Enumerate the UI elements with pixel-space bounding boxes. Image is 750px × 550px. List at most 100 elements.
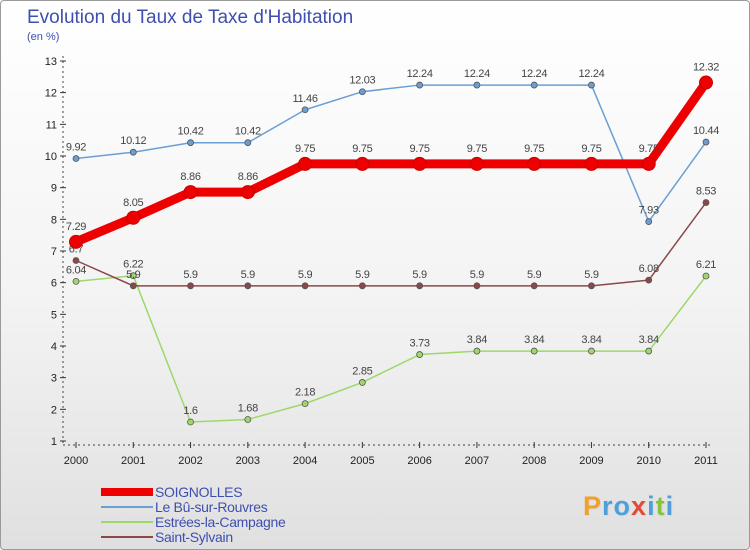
data-label: 6.7 — [69, 244, 84, 256]
data-point — [530, 347, 538, 355]
x-tick-label: 2003 — [236, 455, 260, 467]
data-point — [584, 156, 599, 171]
data-label: 9.75 — [639, 143, 659, 155]
data-label: 3.84 — [524, 334, 544, 346]
data-label: 5.9 — [183, 269, 198, 281]
data-point — [129, 148, 137, 156]
data-label: 5.9 — [470, 269, 485, 281]
y-tick-label: 2 — [51, 404, 57, 416]
data-point — [301, 282, 309, 290]
y-tick-label: 13 — [45, 56, 57, 68]
data-point — [473, 81, 481, 89]
data-point — [183, 185, 198, 200]
data-point — [72, 257, 80, 264]
data-label: 2.85 — [352, 365, 372, 377]
data-label: 7.93 — [639, 205, 659, 217]
data-point — [126, 210, 141, 225]
data-label: 12.24 — [464, 68, 490, 80]
data-label: 2.18 — [295, 387, 315, 399]
data-point — [244, 282, 252, 290]
data-point — [641, 156, 656, 171]
series-line — [75, 201, 707, 287]
data-point — [416, 282, 424, 290]
legend-swatch — [101, 536, 153, 538]
data-point — [588, 81, 595, 89]
data-point — [699, 75, 713, 90]
data-point — [244, 416, 252, 423]
logo-letter: P — [583, 491, 603, 521]
data-label: 12.24 — [407, 68, 433, 80]
data-label: 12.32 — [693, 62, 719, 74]
y-tick-label: 4 — [51, 341, 57, 353]
data-label: 10.42 — [235, 126, 261, 138]
data-point — [527, 156, 542, 171]
data-label: 10.12 — [120, 135, 146, 147]
legend-label: Estrées-la-Campagne — [155, 514, 286, 530]
legend-swatch — [101, 506, 153, 508]
series-line — [75, 84, 707, 223]
legend-label: Saint-Sylvain — [155, 529, 233, 545]
data-label: 5.9 — [241, 269, 256, 281]
x-tick-label: 2004 — [293, 455, 317, 467]
data-labels-layer: 9.92 10.12 10.42 10.42 11.46 12.03 12.24 12.24 1… — [66, 62, 720, 417]
data-label: 9.75 — [467, 143, 487, 155]
proxiti-logo: Proxiti — [583, 491, 674, 522]
data-label: 3.84 — [467, 334, 487, 346]
data-label: 5.9 — [584, 269, 599, 281]
data-point — [187, 418, 194, 426]
data-point — [473, 282, 481, 290]
data-point — [588, 347, 595, 355]
y-tick-label: 10 — [45, 151, 57, 163]
data-label: 9.75 — [524, 143, 544, 155]
x-tick-label: 2009 — [579, 455, 603, 467]
data-point — [244, 139, 252, 147]
data-point — [301, 106, 309, 114]
series-le-b-sur-rouvres — [72, 81, 710, 225]
data-label: 8.86 — [238, 171, 258, 183]
y-tick-label: 8 — [51, 214, 57, 226]
data-point — [187, 139, 194, 147]
data-point — [187, 282, 194, 290]
x-tick-label: 2000 — [64, 455, 88, 467]
data-label: 8.53 — [696, 186, 716, 198]
data-label: 6.04 — [66, 264, 86, 276]
series-estr-es-la-campagne — [72, 272, 710, 426]
y-tick-label: 11 — [46, 119, 57, 131]
x-tick-label: 2011 — [694, 455, 718, 467]
data-point — [412, 156, 427, 171]
data-point — [473, 347, 481, 355]
data-label: 12.24 — [578, 68, 604, 80]
x-tick-label: 2006 — [407, 455, 431, 467]
x-tick-label: 2005 — [350, 455, 374, 467]
x-tick-label: 2008 — [522, 455, 546, 467]
series-soignolles — [69, 75, 713, 249]
y-tick-label: 7 — [51, 246, 57, 258]
data-point — [72, 155, 80, 162]
data-point — [358, 88, 366, 96]
data-label: 7.29 — [66, 221, 86, 233]
data-label: 9.92 — [66, 142, 86, 154]
data-point — [298, 156, 313, 171]
data-point — [645, 218, 653, 225]
x-tick-label: 2002 — [178, 455, 202, 467]
series-layer — [69, 75, 713, 426]
data-label: 1.6 — [183, 405, 198, 417]
x-tick-label: 2001 — [121, 455, 145, 467]
data-point — [702, 138, 710, 146]
data-label: 5.9 — [126, 269, 141, 281]
data-point — [240, 185, 255, 200]
data-label: 6.08 — [639, 263, 659, 275]
series-saint-sylvain — [72, 199, 710, 290]
data-label: 10.44 — [693, 125, 719, 137]
chart-title: Evolution du Taux de Taxe d'Habitation — [27, 7, 354, 28]
data-label: 9.75 — [581, 143, 601, 155]
data-point — [530, 282, 538, 290]
data-point — [588, 282, 595, 290]
data-point — [469, 156, 484, 171]
data-label: 3.84 — [581, 334, 601, 346]
data-label: 6.21 — [696, 259, 716, 271]
data-label: 8.05 — [123, 197, 143, 209]
data-label: 12.03 — [349, 75, 375, 87]
data-label: 6.22 — [123, 259, 143, 271]
